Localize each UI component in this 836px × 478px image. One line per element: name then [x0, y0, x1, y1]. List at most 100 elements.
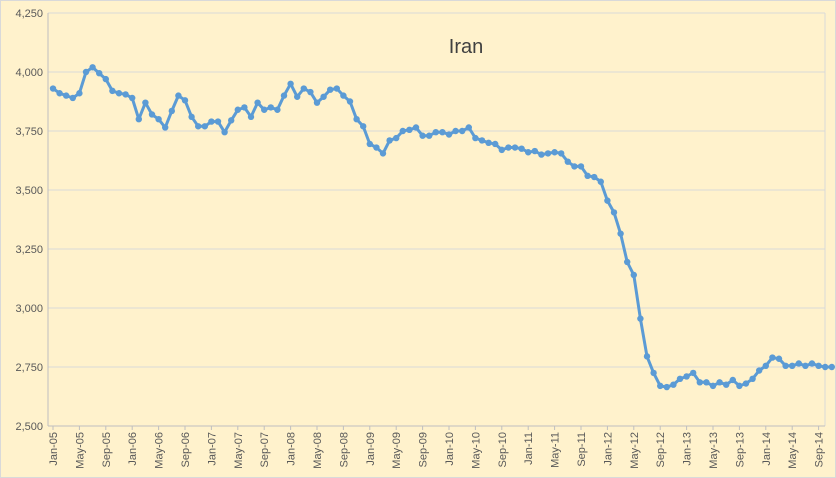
x-tick-label: May-13 [708, 432, 720, 469]
x-tick-label: Jan-07 [206, 432, 218, 466]
x-tick-label: Jan-11 [523, 432, 535, 465]
data-point [465, 124, 472, 131]
data-point [360, 123, 367, 130]
x-axis: Jan-05 May-05 Sep-05 Jan-06 May-06 Sep-06 Jan-… [48, 425, 826, 469]
data-point [241, 104, 248, 111]
data-point [307, 88, 314, 96]
chart-title: Iran [449, 36, 483, 58]
data-point [650, 369, 657, 377]
data-point [208, 118, 215, 125]
data-point [670, 381, 677, 388]
data-point [102, 75, 110, 83]
y-tick-label: 3,000 [15, 303, 43, 315]
data-point [82, 68, 90, 76]
data-point [393, 134, 400, 142]
data-point [657, 382, 664, 390]
series-line [51, 65, 834, 389]
data-point [399, 127, 406, 135]
data-point [49, 85, 57, 92]
data-point [472, 134, 479, 142]
data-point [571, 163, 578, 170]
data-point [340, 92, 347, 99]
data-point [181, 97, 189, 104]
data-point [709, 382, 717, 390]
x-tick-label: Jan-14 [761, 432, 773, 466]
data-point [643, 353, 651, 360]
data-point [353, 116, 360, 123]
data-point [815, 362, 822, 370]
x-tick-label: May-11 [550, 432, 562, 468]
data-point [525, 149, 532, 156]
data-point [828, 363, 835, 371]
data-point [551, 149, 558, 156]
data-point [379, 150, 387, 157]
data-point [228, 117, 235, 124]
data-point [518, 145, 525, 152]
data-point [129, 94, 136, 102]
x-tick-label: Sep-05 [101, 432, 113, 467]
data-point [333, 85, 340, 92]
data-point [287, 80, 294, 88]
y-tick-label: 3,500 [15, 185, 43, 197]
data-point [696, 379, 703, 386]
data-point [782, 362, 789, 370]
data-point [267, 104, 274, 111]
data-point [505, 144, 512, 151]
data-point [802, 362, 809, 370]
data-point [459, 127, 466, 135]
data-point [769, 354, 776, 361]
data-point [109, 87, 116, 95]
data-point [452, 127, 459, 135]
data-point [478, 137, 486, 144]
data-point [544, 150, 552, 157]
data-point [386, 137, 393, 144]
data-point [214, 118, 222, 125]
data-point [366, 140, 373, 148]
x-tick-label: Sep-10 [497, 432, 509, 467]
x-tick-label: Sep-09 [418, 432, 430, 467]
data-point [663, 383, 670, 391]
data-point [96, 69, 103, 77]
data-point [822, 363, 829, 371]
x-tick-label: Sep-07 [259, 432, 271, 467]
data-point [762, 362, 769, 370]
data-point [162, 124, 169, 131]
y-tick-label: 3,750 [15, 126, 43, 138]
data-point [511, 144, 519, 151]
data-point [261, 106, 268, 113]
y-axis: 2,500 2,750 3,000 3,250 3,500 3,750 4,000 4,250 [15, 8, 43, 433]
data-point [498, 146, 505, 154]
data-point [155, 116, 162, 123]
data-point [142, 99, 149, 106]
data-point [426, 132, 433, 139]
x-tick-label: May-06 [154, 432, 166, 469]
gridlines [47, 12, 826, 427]
data-point [749, 375, 756, 382]
data-point [577, 163, 585, 170]
data-point [346, 98, 354, 105]
data-point [624, 258, 631, 266]
data-point [313, 99, 321, 106]
data-point [221, 128, 228, 136]
data-point [610, 209, 618, 216]
data-point [538, 151, 545, 158]
data-point [729, 376, 736, 384]
data-point [62, 92, 70, 99]
data-point [723, 381, 730, 388]
data-point [234, 106, 241, 113]
data-point [188, 113, 195, 121]
data-point [716, 379, 723, 386]
data-point [327, 86, 334, 93]
data-point [808, 360, 816, 367]
data-point [789, 362, 796, 370]
data-point [439, 128, 446, 136]
x-tick-label: May-12 [629, 432, 641, 469]
data-point [56, 90, 63, 97]
data-point [148, 111, 156, 118]
data-point [294, 93, 301, 100]
data-point [736, 382, 743, 390]
data-point [412, 124, 420, 131]
data-point [795, 360, 802, 367]
